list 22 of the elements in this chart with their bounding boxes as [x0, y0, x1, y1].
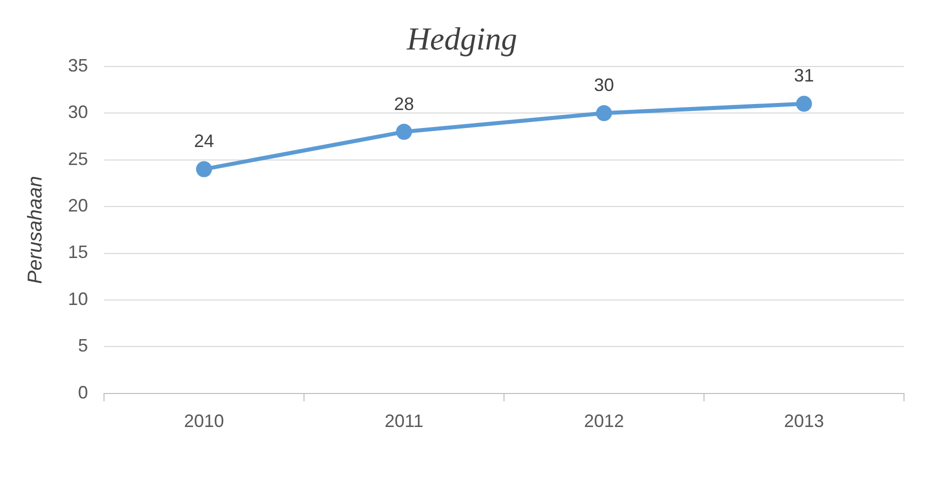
y-tick-label: 15	[68, 242, 88, 262]
x-tick-label: 2012	[584, 411, 624, 432]
y-axis-title: Perusahaan	[24, 176, 47, 284]
y-tick-label: 0	[78, 382, 88, 402]
point	[196, 161, 212, 178]
point	[796, 96, 812, 112]
y-tick-label: 35	[68, 55, 88, 76]
y-tick-label: 25	[68, 148, 88, 169]
y-tick-label: 10	[68, 288, 88, 309]
x-tick-label: 2013	[784, 411, 824, 432]
y-tick-label: 5	[78, 336, 88, 356]
x-tick-label: 2011	[384, 411, 424, 432]
data-label: 30	[594, 75, 614, 96]
data-label: 24	[194, 131, 214, 152]
chart-title: Hedging	[406, 20, 518, 57]
x-tick-label: 2010	[184, 411, 224, 432]
y-tick-label: 30	[68, 102, 88, 122]
data-label: 31	[794, 66, 814, 86]
y-tick-label: 20	[68, 196, 88, 216]
point	[396, 124, 412, 140]
data-label: 28	[394, 94, 414, 114]
point	[596, 105, 612, 122]
